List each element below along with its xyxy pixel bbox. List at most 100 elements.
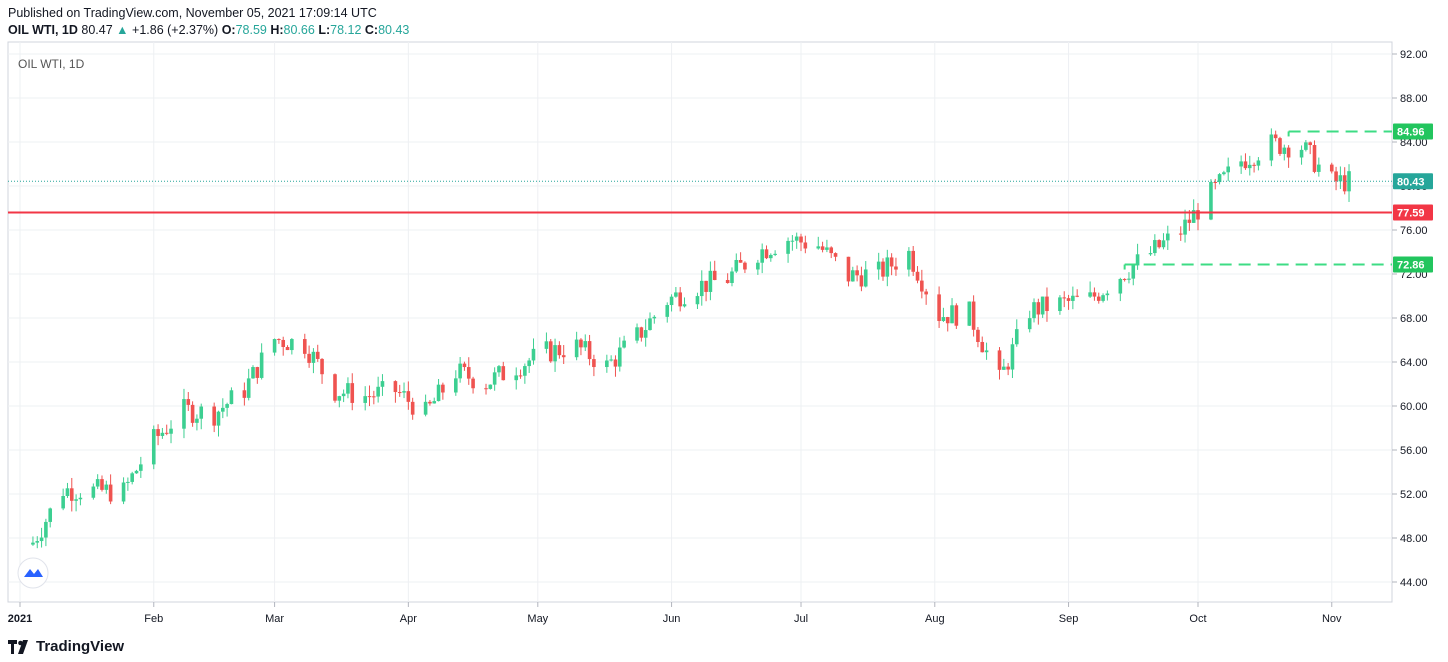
candle-body: [786, 240, 790, 254]
candle-body: [622, 340, 626, 348]
y-tick-label: 60.00: [1400, 401, 1428, 413]
price-label-text: 77.59: [1397, 208, 1425, 220]
candle-body: [458, 363, 462, 379]
candle-body: [889, 257, 894, 267]
candle-body: [1342, 175, 1347, 192]
candle-body: [708, 270, 713, 292]
candle-body: [605, 360, 609, 368]
candle-body: [307, 353, 311, 363]
candle-body: [557, 345, 562, 356]
y-tick-label: 52.00: [1400, 489, 1428, 501]
candle-body: [1183, 219, 1187, 235]
price-label-box: [1393, 173, 1433, 190]
x-tick-label: Sep: [1059, 613, 1079, 625]
candle-body: [544, 341, 549, 349]
candle-body: [1040, 296, 1045, 315]
candle-body: [635, 327, 639, 341]
candle-body: [471, 378, 475, 389]
candle-body: [885, 257, 890, 277]
x-tick-label: Feb: [144, 613, 163, 625]
candle-body: [121, 482, 126, 502]
close-label: C:: [364, 23, 379, 37]
candle-body: [1101, 295, 1105, 301]
candle-body: [259, 352, 264, 378]
candle-body: [169, 428, 173, 434]
candle-body: [151, 429, 156, 465]
open-value: 78.59: [235, 23, 267, 37]
candle-body: [846, 256, 851, 282]
candle-body: [639, 327, 644, 338]
candle-body: [31, 542, 35, 545]
low-value: 78.12: [330, 23, 362, 37]
candle-body: [130, 473, 134, 482]
candle-body: [1157, 240, 1161, 248]
candle-body: [436, 384, 441, 402]
candle-body: [441, 384, 445, 393]
candle-body: [648, 318, 652, 331]
candle-body: [1002, 366, 1006, 370]
candle-body: [1222, 172, 1226, 175]
candle-body: [1217, 174, 1222, 183]
candle-body: [794, 236, 799, 241]
candle-body: [583, 341, 588, 348]
candle-body: [1239, 161, 1243, 167]
x-tick-label: 2021: [8, 613, 32, 625]
y-tick-label: 92.00: [1400, 49, 1428, 61]
candle-body: [1304, 142, 1308, 150]
tradingview-footer: TradingView: [8, 638, 124, 655]
last-price: 80.47: [81, 23, 113, 37]
candle-body: [734, 259, 739, 272]
candle-body: [954, 305, 959, 326]
candle-body: [126, 481, 130, 483]
candle-body: [678, 292, 682, 307]
candle-body: [743, 262, 747, 270]
candle-body: [725, 280, 730, 284]
candle-body: [164, 432, 169, 434]
candle-body: [199, 406, 204, 419]
candle-body: [548, 341, 553, 362]
candle-body: [643, 330, 648, 338]
candle-body: [1131, 265, 1136, 279]
candle-body: [410, 401, 415, 415]
candle-body: [350, 383, 355, 403]
candle-body: [984, 350, 989, 353]
close-value: 80.43: [378, 23, 410, 37]
candle-body: [1153, 240, 1157, 254]
candle-body: [730, 271, 734, 284]
candle-body: [855, 270, 859, 276]
candle-body: [104, 484, 109, 490]
candle-body: [699, 280, 704, 297]
candle-body: [195, 418, 199, 423]
symbol-ohlc-line: OIL WTI, 1D 80.47 ▲ +1.86 (+2.37%) O:78.…: [8, 23, 409, 37]
candle-body: [1312, 145, 1317, 172]
candle-body: [497, 366, 501, 373]
candle-body: [915, 271, 920, 281]
candle-body: [302, 339, 307, 354]
candle-body: [967, 301, 972, 326]
candle-body: [790, 240, 795, 242]
candle-body: [1006, 366, 1010, 370]
candle-body: [1243, 161, 1248, 169]
candle-body: [501, 366, 506, 381]
candle-body: [669, 296, 674, 306]
x-tick-label: Mar: [265, 613, 284, 625]
candle-body: [609, 359, 613, 361]
candle-body: [1226, 166, 1230, 173]
candle-body: [190, 404, 195, 423]
x-tick-label: Aug: [925, 613, 945, 625]
candle-body: [1071, 295, 1075, 301]
candle-body: [561, 355, 566, 358]
candle-body: [803, 242, 808, 249]
price-change: +1.86 (+2.37%): [132, 23, 219, 37]
plot-frame: [7, 41, 1393, 603]
price-label-box: [1393, 204, 1433, 221]
candle-body: [341, 393, 346, 397]
candle-body: [397, 392, 402, 394]
open-label: O:: [221, 23, 236, 37]
candle-body: [454, 378, 458, 393]
candle-body: [1299, 149, 1304, 158]
candle-body: [290, 339, 294, 351]
candle-body: [44, 521, 48, 538]
candle-body: [738, 259, 743, 263]
